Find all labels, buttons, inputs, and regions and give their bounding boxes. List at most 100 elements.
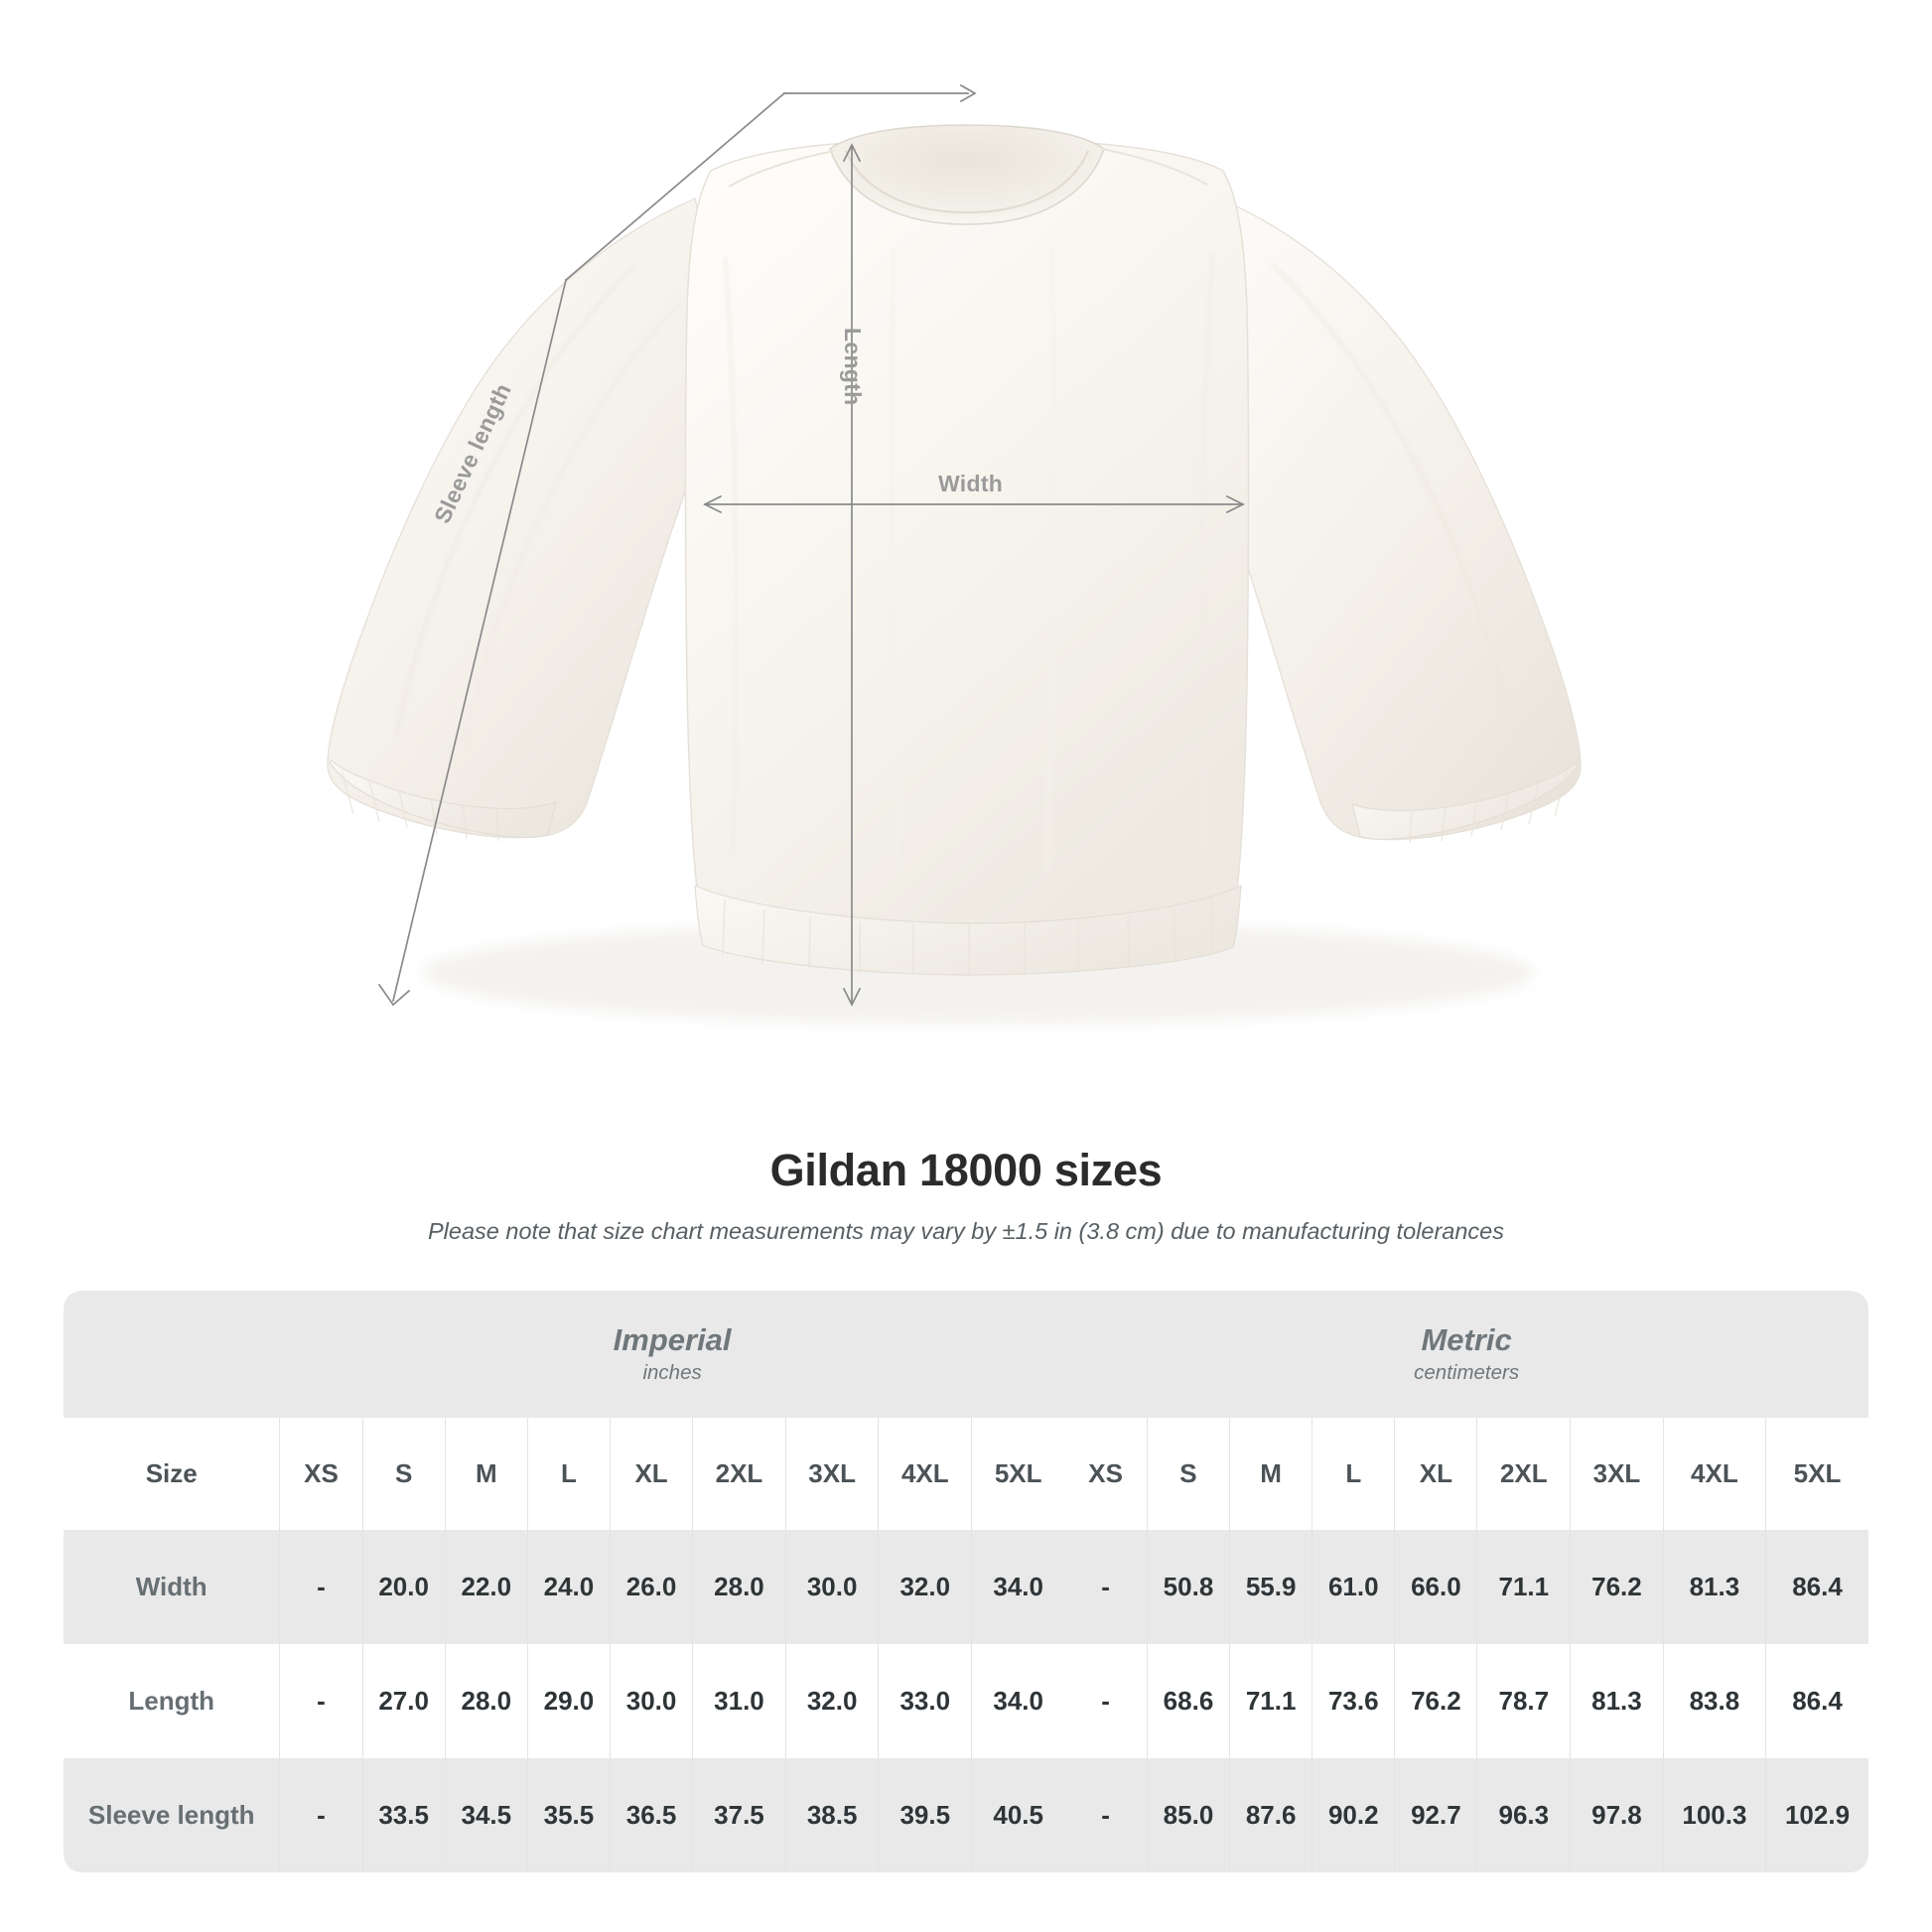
width-metric-xl: 66.0 — [1394, 1530, 1477, 1644]
length-imperial-4xl: 33.0 — [878, 1644, 972, 1758]
header-imperial-s: S — [361, 1418, 446, 1530]
sleeve-metric-xs: - — [1064, 1758, 1148, 1872]
length-arrow-top — [842, 143, 862, 163]
header-metric-3xl: 3XL — [1570, 1418, 1664, 1530]
width-metric-3xl: 76.2 — [1570, 1530, 1664, 1644]
sleeve-imperial-3xl: 38.5 — [784, 1758, 879, 1872]
metric-label: Metric — [1421, 1321, 1512, 1357]
row-label-sleeve-length: Sleeve length — [64, 1758, 280, 1872]
metric-unit-sub: centimeters — [1414, 1361, 1520, 1385]
sleeve-metric-s: 85.0 — [1146, 1758, 1230, 1872]
sleeve-imperial-2xl: 37.5 — [692, 1758, 786, 1872]
length-imperial-5xl: 34.0 — [971, 1644, 1065, 1758]
garment-diagram: Length Width Sleeve length — [327, 83, 1582, 1025]
width-metric-xs: - — [1064, 1530, 1148, 1644]
sleeve-metric-5xl: 102.9 — [1765, 1758, 1868, 1872]
length-metric-xl: 76.2 — [1394, 1644, 1477, 1758]
size-table-container: Imperial inches Metric centimeters Size … — [64, 1291, 1868, 1872]
sleeve-imperial-4xl: 39.5 — [878, 1758, 972, 1872]
table-row: Width - 20.0 22.0 24.0 26.0 28.0 30.0 32… — [64, 1530, 1868, 1644]
metric-unit-cell: Metric centimeters — [1064, 1291, 1868, 1418]
length-metric-s: 68.6 — [1146, 1644, 1230, 1758]
width-metric-5xl: 86.4 — [1765, 1530, 1868, 1644]
size-header-row: Size XS S M L XL 2XL 3XL 4XL 5XL XS S M … — [64, 1418, 1868, 1530]
length-arrow-bottom — [842, 987, 862, 1007]
width-imperial-3xl: 30.0 — [784, 1530, 879, 1644]
size-table: Imperial inches Metric centimeters Size … — [64, 1291, 1868, 1872]
row-label-width: Width — [64, 1530, 280, 1644]
length-label: Length — [840, 328, 866, 406]
imperial-unit-sub: inches — [642, 1361, 702, 1385]
sleeve-imperial-s: 33.5 — [361, 1758, 446, 1872]
imperial-unit-cell: Imperial inches — [279, 1291, 1065, 1418]
header-imperial-m: M — [444, 1418, 528, 1530]
width-metric-2xl: 71.1 — [1476, 1530, 1571, 1644]
header-metric-4xl: 4XL — [1662, 1418, 1766, 1530]
imperial-label: Imperial — [613, 1321, 732, 1357]
length-metric-m: 71.1 — [1229, 1644, 1312, 1758]
sleeve-metric-3xl: 97.8 — [1570, 1758, 1664, 1872]
sleeve-metric-2xl: 96.3 — [1476, 1758, 1571, 1872]
width-imperial-2xl: 28.0 — [692, 1530, 786, 1644]
length-imperial-2xl: 31.0 — [692, 1644, 786, 1758]
width-imperial-s: 20.0 — [361, 1530, 446, 1644]
width-label: Width — [938, 471, 1004, 496]
sleeve-imperial-xl: 36.5 — [609, 1758, 693, 1872]
length-metric-5xl: 86.4 — [1765, 1644, 1868, 1758]
unit-banner-row: Imperial inches Metric centimeters — [64, 1291, 1868, 1418]
header-metric-5xl: 5XL — [1765, 1418, 1868, 1530]
header-imperial-xl: XL — [609, 1418, 693, 1530]
table-row: Length - 27.0 28.0 29.0 30.0 31.0 32.0 3… — [64, 1644, 1868, 1758]
width-imperial-m: 22.0 — [444, 1530, 528, 1644]
sleeve-imperial-xs: - — [279, 1758, 363, 1872]
sleeve-metric-m: 87.6 — [1229, 1758, 1312, 1872]
length-imperial-xs: - — [279, 1644, 363, 1758]
length-imperial-s: 27.0 — [361, 1644, 446, 1758]
header-metric-m: M — [1229, 1418, 1312, 1530]
header-metric-xl: XL — [1394, 1418, 1477, 1530]
header-imperial-xs: XS — [279, 1418, 363, 1530]
width-arrow-right — [1225, 494, 1245, 514]
unit-banner-spacer — [64, 1291, 280, 1418]
length-imperial-m: 28.0 — [444, 1644, 528, 1758]
header-imperial-4xl: 4XL — [878, 1418, 972, 1530]
sleeve-arrow-bottom — [377, 983, 411, 1007]
length-imperial-l: 29.0 — [526, 1644, 611, 1758]
title-block: Gildan 18000 sizes Please note that size… — [0, 1145, 1932, 1245]
sweatshirt-illustration — [327, 83, 1582, 1025]
length-metric-l: 73.6 — [1311, 1644, 1395, 1758]
width-metric-s: 50.8 — [1146, 1530, 1230, 1644]
header-imperial-l: L — [526, 1418, 611, 1530]
width-imperial-4xl: 32.0 — [878, 1530, 972, 1644]
table-row: Sleeve length - 33.5 34.5 35.5 36.5 37.5… — [64, 1758, 1868, 1872]
width-imperial-xl: 26.0 — [609, 1530, 693, 1644]
length-metric-3xl: 81.3 — [1570, 1644, 1664, 1758]
width-arrow-left — [703, 494, 723, 514]
header-imperial-3xl: 3XL — [784, 1418, 879, 1530]
length-metric-xs: - — [1064, 1644, 1148, 1758]
sleeve-imperial-5xl: 40.5 — [971, 1758, 1065, 1872]
width-imperial-l: 24.0 — [526, 1530, 611, 1644]
width-metric-l: 61.0 — [1311, 1530, 1395, 1644]
header-metric-2xl: 2XL — [1476, 1418, 1571, 1530]
width-imperial-xs: - — [279, 1530, 363, 1644]
header-metric-s: S — [1146, 1418, 1230, 1530]
header-imperial-2xl: 2XL — [692, 1418, 786, 1530]
sleeve-imperial-l: 35.5 — [526, 1758, 611, 1872]
header-metric-xs: XS — [1064, 1418, 1148, 1530]
sleeve-leader-diagonal — [564, 91, 786, 282]
width-imperial-5xl: 34.0 — [971, 1530, 1065, 1644]
header-size-label: Size — [64, 1418, 280, 1530]
tolerance-note: Please note that size chart measurements… — [428, 1218, 1504, 1244]
page-title: Gildan 18000 sizes — [769, 1145, 1163, 1195]
sleeve-arrow-right — [959, 83, 977, 103]
sleeve-metric-xl: 92.7 — [1394, 1758, 1477, 1872]
width-metric-m: 55.9 — [1229, 1530, 1312, 1644]
length-metric-4xl: 83.8 — [1662, 1644, 1766, 1758]
row-label-length: Length — [64, 1644, 280, 1758]
length-imperial-3xl: 32.0 — [784, 1644, 879, 1758]
sleeve-metric-l: 90.2 — [1311, 1758, 1395, 1872]
width-metric-4xl: 81.3 — [1662, 1530, 1766, 1644]
length-imperial-xl: 30.0 — [609, 1644, 693, 1758]
